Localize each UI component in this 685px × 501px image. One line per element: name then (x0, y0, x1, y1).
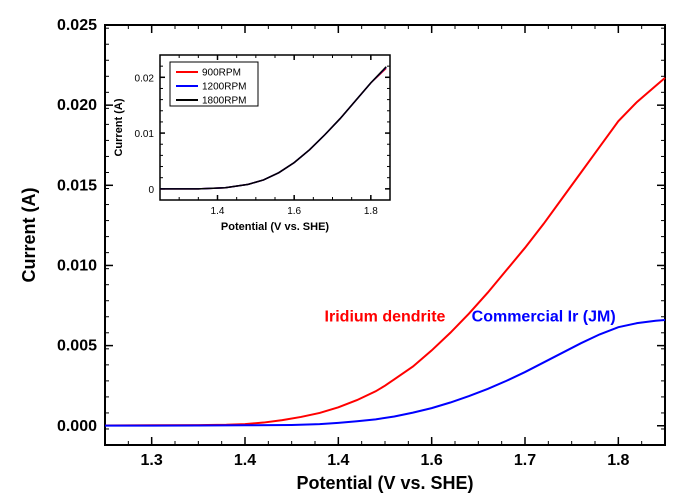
y-tick-label: 0.020 (57, 97, 97, 114)
chart-svg: 1.31.41.41.61.71.80.0000.0050.0100.0150.… (0, 0, 685, 501)
x-tick-label: 1.4 (234, 452, 256, 469)
legend-label-1200rpm: 1200RPM (202, 82, 246, 93)
inset-x-tick-label: 1.6 (287, 206, 301, 217)
y-axis-label: Current (A) (19, 188, 39, 283)
series-label-commercial-ir-jm-: Commercial Ir (JM) (472, 309, 616, 326)
chart-root: 1.31.41.41.61.71.80.0000.0050.0100.0150.… (0, 0, 685, 501)
series-commercial-ir-jm- (105, 320, 665, 426)
x-tick-label: 1.8 (607, 452, 629, 469)
y-tick-label: 0.000 (57, 418, 97, 435)
inset-y-tick-label: 0.02 (135, 73, 155, 84)
inset-y-axis-label: Current (A) (113, 98, 125, 156)
y-tick-label: 0.015 (57, 177, 97, 194)
inset-x-axis-label: Potential (V vs. SHE) (221, 221, 330, 233)
x-tick-label: 1.4 (327, 452, 349, 469)
legend-label-1800rpm: 1800RPM (202, 96, 246, 107)
x-axis-label: Potential (V vs. SHE) (296, 473, 473, 493)
legend-label-900rpm: 900RPM (202, 68, 241, 79)
inset-y-tick-label: 0 (148, 185, 154, 196)
series-label-iridium-dendrite: Iridium dendrite (325, 309, 446, 326)
inset-x-tick-label: 1.8 (364, 206, 378, 217)
x-tick-label: 1.7 (514, 452, 536, 469)
series-iridium-dendrite (105, 78, 665, 426)
y-tick-label: 0.010 (57, 257, 97, 274)
inset-y-tick-label: 0.01 (135, 129, 155, 140)
y-tick-label: 0.025 (57, 17, 97, 34)
inset-x-tick-label: 1.4 (211, 206, 225, 217)
x-tick-label: 1.3 (141, 452, 163, 469)
y-tick-label: 0.005 (57, 338, 97, 355)
x-tick-label: 1.6 (421, 452, 443, 469)
